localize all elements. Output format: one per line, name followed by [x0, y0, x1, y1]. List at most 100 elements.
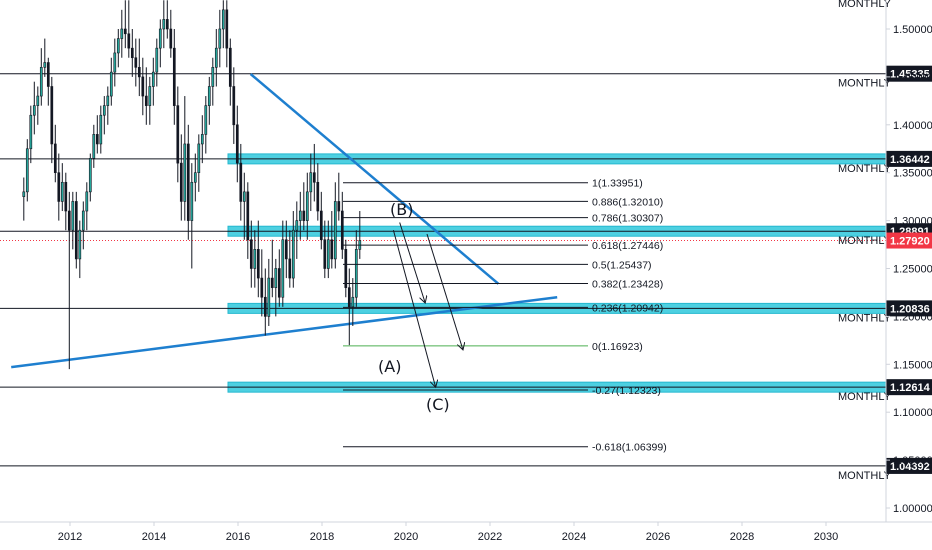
x-tick-label-1: 2014	[142, 531, 166, 543]
candle-body-35	[144, 95, 148, 106]
price-badge-text-5: 1.12614	[890, 382, 931, 394]
fibonacci-retracement: 1(1.33951) 0.886(1.32010) 0.786(1.30307) 0.…	[343, 178, 667, 454]
candle-body-0	[22, 191, 26, 197]
fib-label-8: -0.27(1.12323)	[592, 385, 661, 397]
wave-label-1: (B)	[390, 200, 413, 219]
monthly-label-4: MONTHLY	[838, 312, 892, 324]
candle-body-7	[46, 62, 50, 87]
projection-arrow-2	[392, 230, 435, 386]
y-tick-label-1: 1.45000	[893, 72, 932, 84]
candle-body-85	[319, 210, 323, 241]
price-badge-text-2: 1.36442	[890, 154, 930, 166]
price-badge-1	[886, 65, 932, 82]
y-tick-label-10: 1.00000	[893, 503, 932, 515]
candle-body-88	[330, 239, 334, 260]
candle-body-9	[53, 143, 57, 174]
candle-body-45	[179, 162, 183, 202]
fib-label-4: 0.5(1.25437)	[592, 259, 652, 271]
candle-body-87	[326, 239, 330, 269]
candle-body-80	[302, 210, 306, 221]
candle-body-78	[295, 220, 299, 231]
x-tick-label-7: 2026	[646, 531, 670, 543]
wave-label-2: (C)	[426, 395, 450, 414]
x-tick-label-0: 2012	[58, 531, 82, 543]
candle-body-48	[190, 181, 194, 221]
candle-body-52	[204, 105, 208, 135]
monthly-label-0: MONTHLY	[838, 0, 892, 10]
monthly-label-6: MONTHLY	[838, 470, 892, 482]
candle-body-67	[256, 249, 260, 279]
price-badge-2	[886, 150, 932, 167]
candle-body-54	[211, 67, 215, 87]
candle-body-76	[288, 258, 292, 279]
price-badge-6	[886, 457, 932, 474]
candle-body-86	[323, 239, 327, 269]
candle-body-44	[176, 105, 180, 164]
candle-body-29	[123, 28, 127, 35]
candle-body-43	[172, 47, 176, 106]
candle-body-55	[214, 47, 218, 68]
projection-arrows	[392, 222, 462, 387]
candle-body-34	[141, 76, 145, 97]
candle-body-46	[183, 143, 187, 202]
candle-body-79	[298, 210, 302, 221]
support-resistance-zones	[227, 153, 887, 393]
price-badge-4	[886, 300, 932, 317]
trendline-ascending	[11, 296, 558, 369]
candle-body-58	[225, 9, 229, 49]
fib-label-0: 1(1.33951)	[592, 178, 643, 190]
x-tick-label-8: 2028	[730, 531, 754, 543]
y-tick-label-9: 1.05000	[893, 455, 932, 467]
candle-body-56	[218, 28, 222, 49]
fib-label-6: 0.236(1.20942)	[592, 302, 663, 314]
monthly-label-2: MONTHLY	[838, 163, 892, 175]
candle-body-16	[78, 229, 82, 260]
candle-body-8	[50, 86, 54, 145]
candle-body-49	[193, 172, 197, 183]
candle-body-69	[263, 296, 267, 317]
candle-body-65	[249, 239, 253, 269]
y-tick-label-4: 1.30000	[893, 216, 932, 228]
candle-body-13	[67, 210, 71, 231]
candle-body-22	[99, 114, 103, 145]
candle-body-62	[239, 162, 243, 202]
candle-body-1	[25, 148, 29, 193]
candle-body-51	[200, 134, 204, 145]
candle-body-61	[235, 124, 239, 164]
price-badge-5	[886, 379, 932, 396]
x-tick-label-2: 2016	[226, 531, 250, 543]
candle-body-73	[277, 268, 281, 298]
current-price-text: 1.27920	[890, 236, 930, 248]
candle-body-57	[221, 9, 225, 30]
candle-body-31	[130, 47, 134, 59]
price-badge-text-4: 1.20836	[890, 303, 930, 315]
candle-body-84	[316, 181, 320, 212]
trendline-descending	[249, 73, 500, 285]
candle-body-38	[155, 47, 159, 73]
candle-body-91	[340, 210, 344, 250]
candle-body-6	[43, 62, 47, 68]
candle-body-32	[134, 57, 138, 68]
candle-body-41	[165, 19, 169, 30]
candle-body-15	[74, 201, 78, 260]
candle-body-53	[207, 86, 211, 106]
candle-body-39	[158, 28, 162, 49]
candle-body-81	[305, 191, 309, 221]
candle-body-95	[354, 249, 358, 298]
y-tick-label-6: 1.20000	[893, 311, 932, 323]
candle-body-26	[113, 52, 117, 73]
candle-body-93	[347, 287, 351, 308]
candle-body-83	[312, 172, 316, 183]
fib-label-7: 0(1.16923)	[592, 341, 643, 353]
y-tick-label-0: 1.50000	[893, 24, 932, 36]
candle-body-19	[88, 158, 92, 193]
candle-body-40	[162, 19, 166, 30]
candle-body-59	[228, 47, 232, 87]
candle-body-33	[137, 67, 141, 78]
candle-body-18	[85, 191, 89, 212]
candle-body-72	[274, 268, 278, 288]
candle-body-23	[102, 105, 106, 116]
x-tick-label-3: 2018	[310, 531, 334, 543]
